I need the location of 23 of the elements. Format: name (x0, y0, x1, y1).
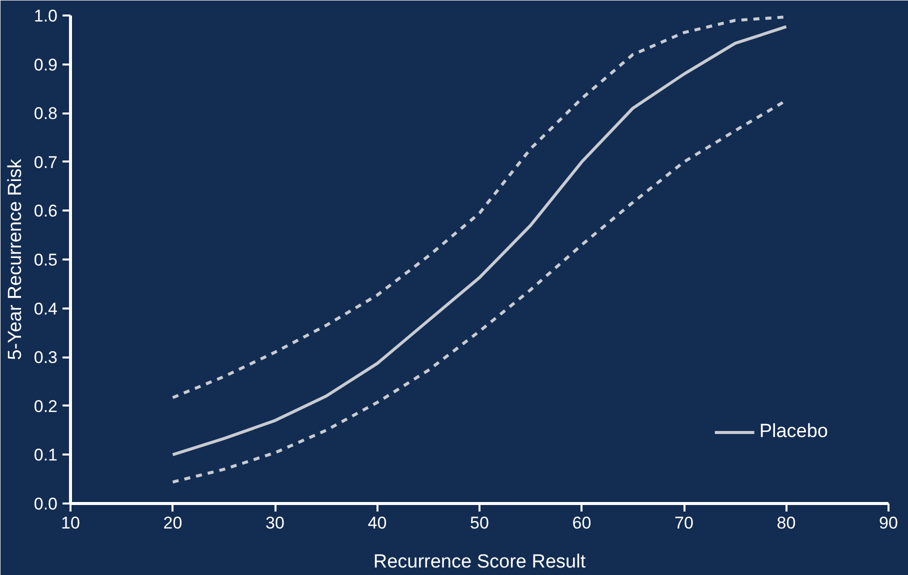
y-tick-label: 0.8 (34, 104, 58, 124)
x-tick-label: 50 (470, 514, 489, 532)
y-tick-label: 0.2 (34, 396, 58, 416)
x-tick-label: 40 (368, 514, 387, 532)
y-tick-label: 0.3 (34, 348, 58, 368)
x-tick-label: 10 (61, 514, 80, 532)
y-tick-label: 0.4 (34, 299, 58, 318)
legend-label: Placebo (759, 421, 828, 443)
x-tick-label: 80 (776, 514, 796, 532)
x-tick-label: 30 (266, 514, 284, 532)
y-tick-label: 0.1 (34, 446, 58, 465)
y-tick-label: 1.0 (34, 6, 58, 26)
x-tick-label: 90 (879, 514, 898, 532)
x-tick-label: 70 (674, 514, 694, 532)
y-tick-label: 0.7 (34, 152, 58, 172)
x-tick-label: 20 (163, 514, 182, 532)
y-tick-label: 0.9 (34, 55, 58, 74)
y-axis-title: 5-Year Recurrence Risk (4, 158, 26, 360)
x-axis-title: Recurrence Score Result (373, 552, 586, 572)
y-tick-label: 0.0 (34, 494, 58, 514)
y-tick-label: 0.5 (34, 250, 58, 270)
x-tick-label: 60 (572, 514, 592, 532)
y-tick-label: 0.6 (34, 202, 58, 221)
